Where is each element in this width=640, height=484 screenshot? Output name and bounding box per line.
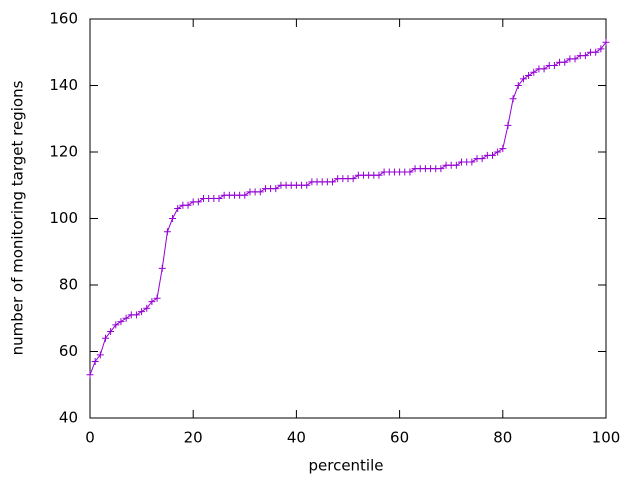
data-point [519,75,527,83]
data-point [112,321,120,329]
data-point [86,371,94,379]
data-point [499,145,507,153]
x-tick-label: 20 [184,429,203,447]
data-point [163,228,171,236]
data-point [494,148,502,156]
data-point [91,357,99,365]
data-point [406,168,414,176]
data-point [96,351,104,359]
y-tick-label: 140 [49,76,78,94]
data-line [89,41,607,375]
data-point [561,58,569,66]
data-point [241,191,249,199]
data-point [107,328,115,336]
data-point [117,318,125,326]
data-point [132,311,140,319]
x-tick-label: 0 [85,429,95,447]
data-point [452,161,460,169]
data-point [138,308,146,316]
data-point [256,188,264,196]
data-point [571,55,579,63]
x-tick-label: 40 [287,429,306,447]
data-point [169,215,177,222]
data-point [468,158,476,166]
data-point [530,68,538,76]
data-point [329,178,337,186]
data-point [597,45,605,53]
data-point [514,82,522,89]
y-tick-label: 60 [59,342,78,360]
data-point [540,65,548,73]
data-point [215,195,223,203]
data-point [525,72,533,80]
data-point [504,121,512,129]
data-point [375,171,383,179]
data-point [143,304,151,312]
data-point [272,185,280,193]
data-point [602,38,610,46]
data-point [184,201,192,209]
data-point [478,155,486,163]
y-tick-label: 80 [59,276,78,294]
data-point [158,264,166,272]
data-point [581,52,589,60]
x-axis-label: percentile [308,457,383,475]
data-point [101,334,109,342]
data-point [509,95,517,103]
y-tick-label: 120 [49,143,78,161]
data-point [174,205,182,213]
data-point [349,175,357,183]
data-point [122,314,130,322]
data-point [592,48,600,56]
y-tick-label: 40 [59,409,78,427]
x-tick-label: 100 [592,429,621,447]
data-point [153,294,161,302]
data-point [437,165,445,173]
y-tick-label: 160 [49,10,78,28]
data-point [148,298,156,306]
x-tick-label: 80 [493,429,512,447]
data-point [194,198,202,206]
x-tick-label: 60 [390,429,409,447]
data-point [303,181,311,189]
y-tick-label: 100 [49,209,78,227]
y-axis-label: number of monitoring target regions [9,80,27,355]
data-point [550,62,558,70]
data-point [488,151,496,159]
